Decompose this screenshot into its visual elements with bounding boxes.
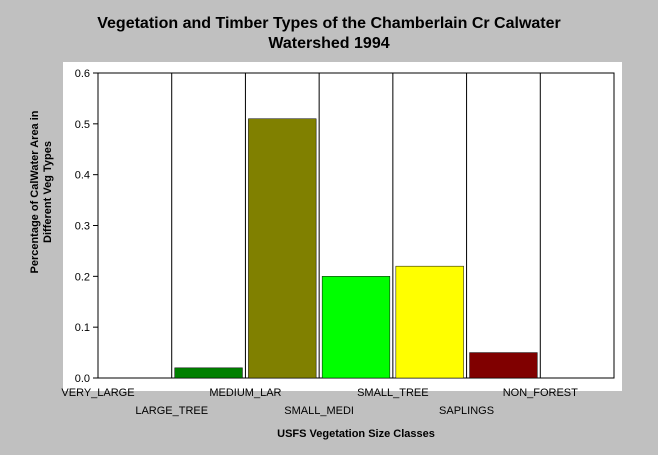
x-tick-label: SAPLINGS	[439, 405, 494, 417]
x-tick-label: NON_FOREST	[503, 387, 578, 399]
bar-small-tree	[395, 265, 464, 379]
y-tick-label: 0.1	[75, 322, 90, 334]
x-tick-label: VERY_LARGE	[61, 387, 134, 399]
chart-title-line-2: Watershed 1994	[268, 35, 390, 52]
chart-title-line-1: Vegetation and Timber Types of the Chamb…	[97, 15, 561, 32]
x-tick-label: LARGE_TREE	[135, 405, 208, 417]
y-tick-label: 0.2	[75, 271, 90, 283]
x-tick-label: SMALL_TREE	[357, 387, 429, 399]
x-axis-label: USFS Vegetation Size Classes	[277, 428, 435, 440]
x-tick-label: MEDIUM_LAR	[209, 387, 281, 399]
chart-title: Vegetation and Timber Types of the Chamb…	[0, 14, 658, 54]
bar-large-tree	[174, 367, 243, 379]
bar-medium-lar	[248, 118, 317, 379]
bar-small-medi	[321, 276, 391, 379]
y-tick-label: 0.6	[75, 68, 90, 80]
y-tick-label: 0.0	[75, 373, 90, 385]
x-tick-label: SMALL_MEDI	[284, 405, 354, 417]
y-tick-label: 0.3	[75, 221, 90, 233]
bar-saplings	[469, 352, 538, 379]
y-tick-label: 0.4	[75, 170, 90, 182]
y-tick-label: 0.5	[75, 119, 90, 131]
